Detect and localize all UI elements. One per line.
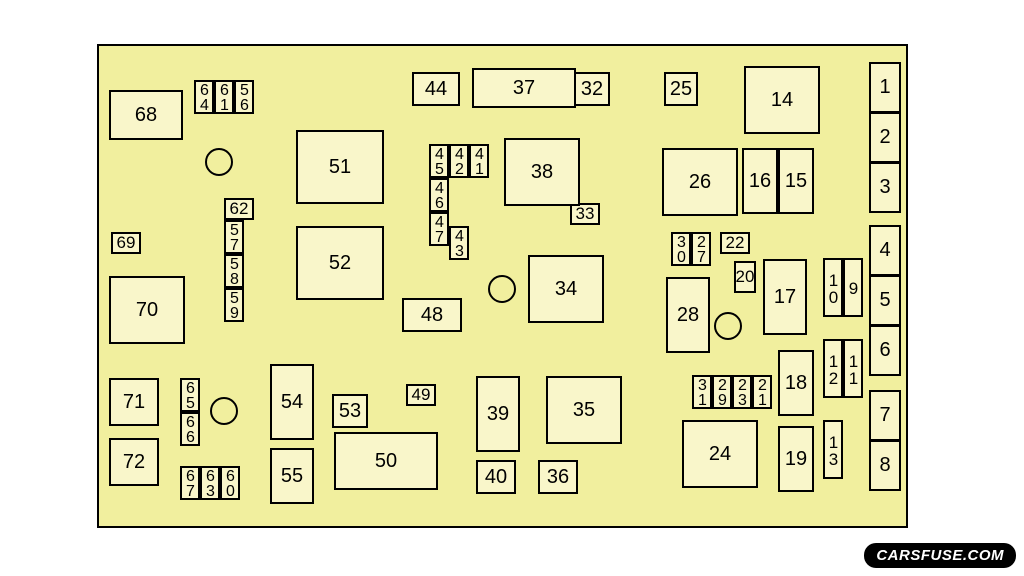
fuse-51: 51 xyxy=(296,130,384,204)
fuse-38: 38 xyxy=(504,138,580,206)
fuse-18: 18 xyxy=(778,350,814,416)
fuse-21: 21 xyxy=(752,375,772,409)
fuse-65: 65 xyxy=(180,378,200,412)
fuse-68: 68 xyxy=(109,90,183,140)
fuse-55: 55 xyxy=(270,448,314,504)
fuse-13: 13 xyxy=(823,420,843,479)
fuse-16: 16 xyxy=(742,148,778,214)
fuse-32: 32 xyxy=(574,72,610,106)
fuse-10: 10 xyxy=(823,258,843,317)
fuse-66: 66 xyxy=(180,412,200,446)
fuse-29: 29 xyxy=(712,375,732,409)
fuse-22: 22 xyxy=(720,232,750,254)
fuse-43: 43 xyxy=(449,226,469,260)
fuse-52: 52 xyxy=(296,226,384,300)
fuse-34: 34 xyxy=(528,255,604,323)
fuse-31: 31 xyxy=(692,375,712,409)
fuse-70: 70 xyxy=(109,276,185,344)
fuse-63: 63 xyxy=(200,466,220,500)
fuse-60: 60 xyxy=(220,466,240,500)
fuse-47: 47 xyxy=(429,212,449,246)
fuse-46: 46 xyxy=(429,178,449,212)
fuse-71: 71 xyxy=(109,378,159,426)
mount-hole-4 xyxy=(210,397,238,425)
fuse-26: 26 xyxy=(662,148,738,216)
fuse-56: 56 xyxy=(234,80,254,114)
fuse-59: 59 xyxy=(224,288,244,322)
fuse-12: 12 xyxy=(823,339,843,398)
mount-hole-1 xyxy=(205,148,233,176)
fuse-23: 23 xyxy=(732,375,752,409)
fuse-37: 37 xyxy=(472,68,576,108)
fuse-6: 6 xyxy=(869,325,901,376)
watermark: CARSFUSE.COM xyxy=(864,543,1016,568)
fuse-4: 4 xyxy=(869,225,901,276)
fuse-57: 57 xyxy=(224,220,244,254)
fuse-2: 2 xyxy=(869,112,901,163)
fuse-11: 11 xyxy=(843,339,863,398)
fuse-48: 48 xyxy=(402,298,462,332)
fuse-39: 39 xyxy=(476,376,520,452)
fuse-50: 50 xyxy=(334,432,438,490)
fuse-5: 5 xyxy=(869,275,901,326)
fuse-36: 36 xyxy=(538,460,578,494)
fuse-42: 42 xyxy=(449,144,469,178)
fuse-19: 19 xyxy=(778,426,814,492)
fuse-49: 49 xyxy=(406,384,436,406)
fuse-54: 54 xyxy=(270,364,314,440)
fuse-3: 3 xyxy=(869,162,901,213)
fuse-17: 17 xyxy=(763,259,807,335)
fuse-41: 41 xyxy=(469,144,489,178)
fuse-27: 27 xyxy=(691,232,711,266)
fuse-30: 30 xyxy=(671,232,691,266)
fuse-8: 8 xyxy=(869,440,901,491)
fuse-28: 28 xyxy=(666,277,710,353)
fuse-72: 72 xyxy=(109,438,159,486)
fuse-64: 64 xyxy=(194,80,214,114)
fuse-40: 40 xyxy=(476,460,516,494)
fuse-61: 61 xyxy=(214,80,234,114)
fuse-67: 67 xyxy=(180,466,200,500)
fuse-33: 33 xyxy=(570,203,600,225)
fuse-45: 45 xyxy=(429,144,449,178)
fuse-7: 7 xyxy=(869,390,901,441)
fuse-58: 58 xyxy=(224,254,244,288)
mount-hole-3 xyxy=(714,312,742,340)
fuse-20: 20 xyxy=(734,261,756,293)
fuse-14: 14 xyxy=(744,66,820,134)
fuse-24: 24 xyxy=(682,420,758,488)
fuse-25: 25 xyxy=(664,72,698,106)
mount-hole-2 xyxy=(488,275,516,303)
fuse-62: 62 xyxy=(224,198,254,220)
fuse-9: 9 xyxy=(843,258,863,317)
fuse-53: 53 xyxy=(332,394,368,428)
fuse-69: 69 xyxy=(111,232,141,254)
fuse-15: 15 xyxy=(778,148,814,214)
fuse-35: 35 xyxy=(546,376,622,444)
fuse-1: 1 xyxy=(869,62,901,113)
fuse-44: 44 xyxy=(412,72,460,106)
